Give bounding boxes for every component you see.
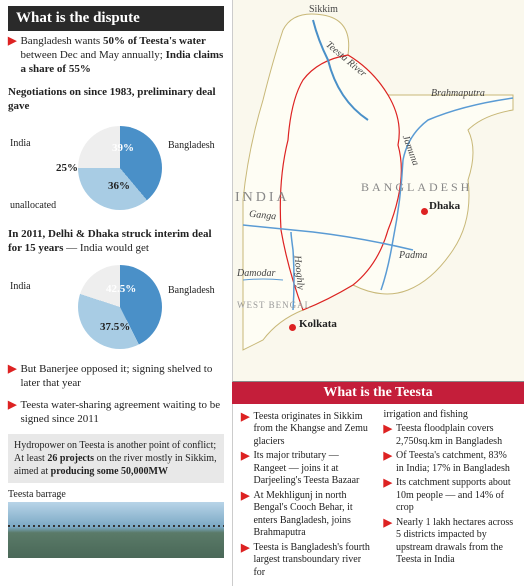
- pie1: [78, 126, 162, 210]
- left-panel: What is the dispute ▶ Bangladesh wants 5…: [0, 0, 232, 586]
- facts-col-2: irrigation and fishing ▶Teesta floodplai…: [384, 409, 517, 582]
- barrage-label: Teesta barrage: [8, 489, 224, 500]
- india-label: India: [10, 138, 31, 149]
- dispute-title: What is the dispute: [8, 6, 224, 31]
- map: Sikkim Teesta River Brahmaputra Jamuna G…: [232, 0, 524, 382]
- india-label: INDIA: [235, 190, 290, 206]
- unalloc-pct: 25%: [56, 162, 78, 174]
- brahmaputra-label: Brahmaputra: [431, 88, 485, 99]
- facts-col-1: ▶Teesta originates in Sikkim from the Kh…: [241, 409, 374, 582]
- text: But Banerjee opposed it; signing shelved…: [20, 363, 224, 391]
- fact: Nearly 1 lakh hectares across 5 district…: [396, 517, 516, 567]
- right-panel: Sikkim Teesta River Brahmaputra Jamuna G…: [232, 0, 524, 586]
- fact: Of Teesta's catchment, 83% in India; 17%…: [396, 450, 516, 475]
- unalloc-label: unallocated: [10, 200, 56, 211]
- dispute-point-1: ▶ Bangladesh wants 50% of Teesta's water…: [8, 35, 224, 76]
- dhaka-dot: [421, 208, 428, 215]
- fact: At Mekhligunj in north Bengal's Cooch Be…: [253, 490, 373, 540]
- arrow-icon: ▶: [384, 423, 392, 448]
- arrow-icon: ▶: [8, 35, 16, 76]
- fact: Teesta originates in Sikkim from the Kha…: [253, 411, 373, 449]
- negotiations-heading: Negotiations on since 1983, preliminary …: [8, 86, 224, 114]
- dhaka-label: Dhaka: [429, 200, 460, 212]
- arrow-icon: ▶: [8, 399, 16, 427]
- arrow-icon: ▶: [241, 490, 249, 540]
- fact: Teesta floodplain covers 2,750sq.km in B…: [396, 423, 516, 448]
- bangladesh-label-2: Bangladesh: [168, 285, 215, 296]
- deal-2011-heading: In 2011, Delhi & Dhaka struck interim de…: [8, 228, 224, 256]
- arrow-icon: ▶: [241, 450, 249, 488]
- fact: Its catchment supports about 10m people …: [396, 477, 516, 515]
- arrow-icon: ▶: [241, 411, 249, 449]
- bangladesh-pct-2: 37.5%: [100, 321, 130, 333]
- hydropower-box: Hydropower on Teesta is another point of…: [8, 434, 224, 483]
- pie-chart-2011: India Bangladesh 42.5% 37.5%: [8, 259, 224, 355]
- fact: Teesta is Bangladesh's fourth largest tr…: [253, 542, 373, 580]
- pie2: [78, 265, 162, 349]
- arrow-icon: ▶: [8, 363, 16, 391]
- bangladesh-label: BANGLADESH: [361, 180, 472, 195]
- fact-cont: irrigation and fishing: [384, 409, 517, 422]
- bangladesh-pct: 36%: [108, 180, 130, 192]
- west-bengal-label: WEST BENGAL: [237, 300, 311, 310]
- padma-label: Padma: [399, 250, 427, 261]
- india-pct: 39%: [112, 142, 134, 154]
- india-pct-2: 42.5%: [106, 283, 136, 295]
- pie-chart-1983: India Bangladesh unallocated 39% 36% 25%: [8, 118, 224, 218]
- arrow-icon: ▶: [384, 517, 392, 567]
- text: Teesta water-sharing agreement waiting t…: [20, 399, 224, 427]
- kolkata-label: Kolkata: [299, 318, 337, 330]
- dispute-point-3: ▶ Teesta water-sharing agreement waiting…: [8, 399, 224, 427]
- arrow-icon: ▶: [384, 477, 392, 515]
- dispute-point-2: ▶ But Banerjee opposed it; signing shelv…: [8, 363, 224, 391]
- teesta-facts: ▶Teesta originates in Sikkim from the Kh…: [232, 404, 524, 586]
- arrow-icon: ▶: [384, 450, 392, 475]
- fact: Its major tributary — Rangeet — joins it…: [253, 450, 373, 488]
- barrage-section: Teesta barrage: [8, 489, 224, 558]
- barrage-photo: [8, 502, 224, 558]
- kolkata-dot: [289, 324, 296, 331]
- text: Bangladesh wants 50% of Teesta's water b…: [20, 35, 224, 76]
- bangladesh-label: Bangladesh: [168, 140, 215, 151]
- india-label-2: India: [10, 281, 31, 292]
- teesta-title: What is the Teesta: [232, 382, 524, 404]
- arrow-icon: ▶: [241, 542, 249, 580]
- damodar-label: Damodar: [237, 268, 275, 279]
- sikkim-label: Sikkim: [309, 4, 338, 15]
